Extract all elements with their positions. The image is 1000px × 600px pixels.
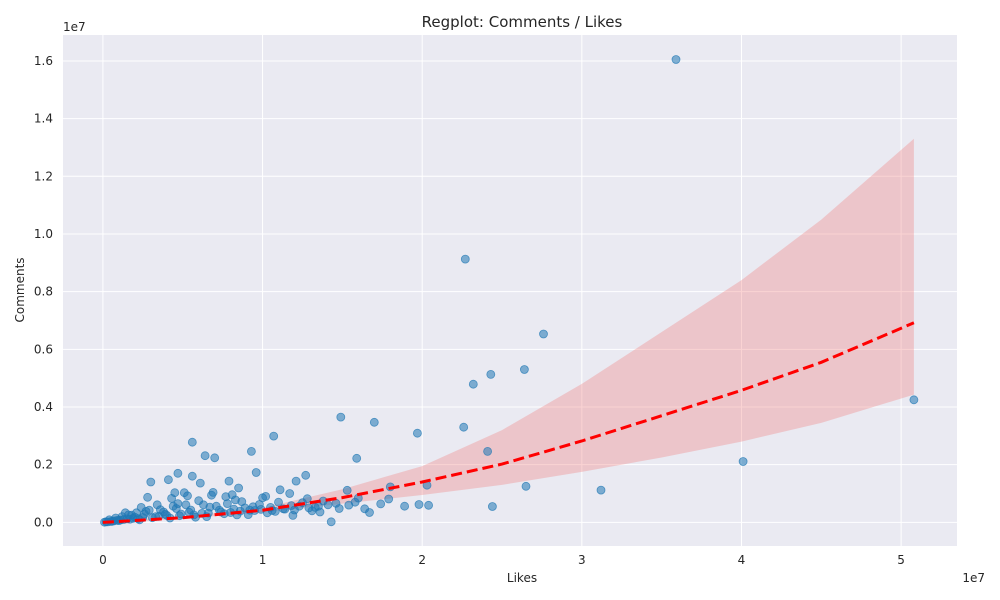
scatter-point	[246, 446, 256, 456]
y-tick-label: 1.0	[34, 227, 53, 241]
scatter-point	[596, 485, 606, 495]
scatter-point	[221, 492, 231, 502]
scatter-point	[384, 494, 394, 504]
y-tick-label: 0.0	[34, 515, 53, 529]
y-axis-label: Comments	[13, 257, 27, 322]
scatter-point	[468, 379, 478, 389]
scatter-point	[486, 369, 496, 379]
scatter-point	[738, 457, 748, 466]
scatter-point	[376, 499, 386, 509]
scatter-point	[143, 492, 153, 502]
scatter-point	[313, 501, 323, 511]
scatter-point	[487, 502, 497, 511]
scatter-point	[521, 481, 531, 491]
x-tick-label: 0	[99, 553, 107, 567]
scatter-point	[323, 500, 333, 510]
y-tick-label: 0.2	[34, 458, 53, 472]
scatter-point	[234, 483, 244, 493]
scatter-point	[483, 446, 493, 456]
scatter-point	[365, 508, 374, 517]
scatter-point	[210, 453, 220, 463]
scatter-point	[152, 500, 162, 510]
scatter-point	[290, 505, 299, 515]
scatter-point	[326, 517, 336, 527]
scatter-point	[352, 453, 362, 463]
scatter-points	[100, 55, 919, 527]
x-tick-labels: 0 1 2 3 4 5	[99, 553, 905, 567]
scatter-point	[269, 431, 279, 441]
scatter-point	[211, 501, 221, 511]
scatter-point	[200, 451, 210, 461]
y-tick-label: 1.4	[34, 112, 53, 126]
x-tick-label: 2	[418, 553, 426, 567]
x-tick-label: 3	[578, 553, 586, 567]
scatter-point	[163, 475, 173, 485]
y-tick-label: 0.6	[34, 342, 53, 356]
x-offset-label: 1e7	[962, 571, 985, 585]
scatter-point	[120, 508, 130, 518]
scatter-point	[414, 500, 424, 509]
grid-lines	[63, 35, 957, 546]
x-tick-label: 1	[259, 553, 267, 567]
scatter-point	[146, 477, 156, 487]
scatter-point	[304, 503, 314, 513]
scatter-point	[144, 505, 154, 515]
scatter-point	[909, 395, 919, 405]
scatter-point	[459, 422, 469, 432]
y-tick-label: 0.4	[34, 400, 53, 414]
y-tick-label: 1.2	[34, 169, 53, 183]
scatter-point	[424, 500, 434, 510]
scatter-point	[187, 437, 197, 447]
scatter-point	[539, 329, 548, 339]
x-tick-label: 5	[897, 553, 905, 567]
scatter-point	[291, 476, 301, 486]
scatter-point	[251, 468, 261, 477]
scatter-point	[301, 470, 311, 480]
x-tick-label: 4	[738, 553, 746, 567]
scatter-point	[173, 468, 183, 478]
scatter-point	[350, 497, 360, 507]
y-tick-labels: 0.0 0.2 0.4 0.6 0.8 1.0 1.2 1.4 1.6	[34, 54, 53, 529]
scatter-point	[520, 365, 529, 374]
scatter-point	[342, 485, 352, 495]
scatter-point	[369, 417, 379, 427]
scatter-point	[460, 254, 470, 264]
y-tick-label: 0.8	[34, 285, 53, 299]
scatter-point	[173, 499, 183, 509]
scatter-point	[671, 55, 681, 64]
scatter-point	[176, 509, 186, 519]
regression-line	[102, 321, 915, 524]
y-offset-label: 1e7	[63, 20, 86, 34]
scatter-point	[224, 476, 234, 486]
scatter-point	[275, 485, 285, 495]
scatter-point	[136, 502, 146, 512]
ci-band	[102, 138, 914, 524]
confidence-band	[102, 138, 914, 524]
scatter-point	[194, 496, 204, 506]
scatter-point	[207, 490, 216, 500]
scatter-point	[195, 478, 205, 488]
scatter-point	[167, 493, 177, 503]
scatter-point	[261, 491, 271, 501]
scatter-point	[336, 412, 346, 422]
scatter-point	[230, 495, 240, 505]
x-axis-label: Likes	[507, 571, 537, 585]
scatter-point	[400, 501, 410, 511]
scatter-point	[412, 428, 422, 438]
y-tick-label: 1.6	[34, 54, 53, 68]
chart-title: Regplot: Comments / Likes	[422, 13, 623, 31]
scatter-point	[285, 489, 295, 498]
scatter-point	[187, 471, 197, 481]
fit-line	[102, 321, 915, 524]
scatter-point	[183, 491, 192, 501]
